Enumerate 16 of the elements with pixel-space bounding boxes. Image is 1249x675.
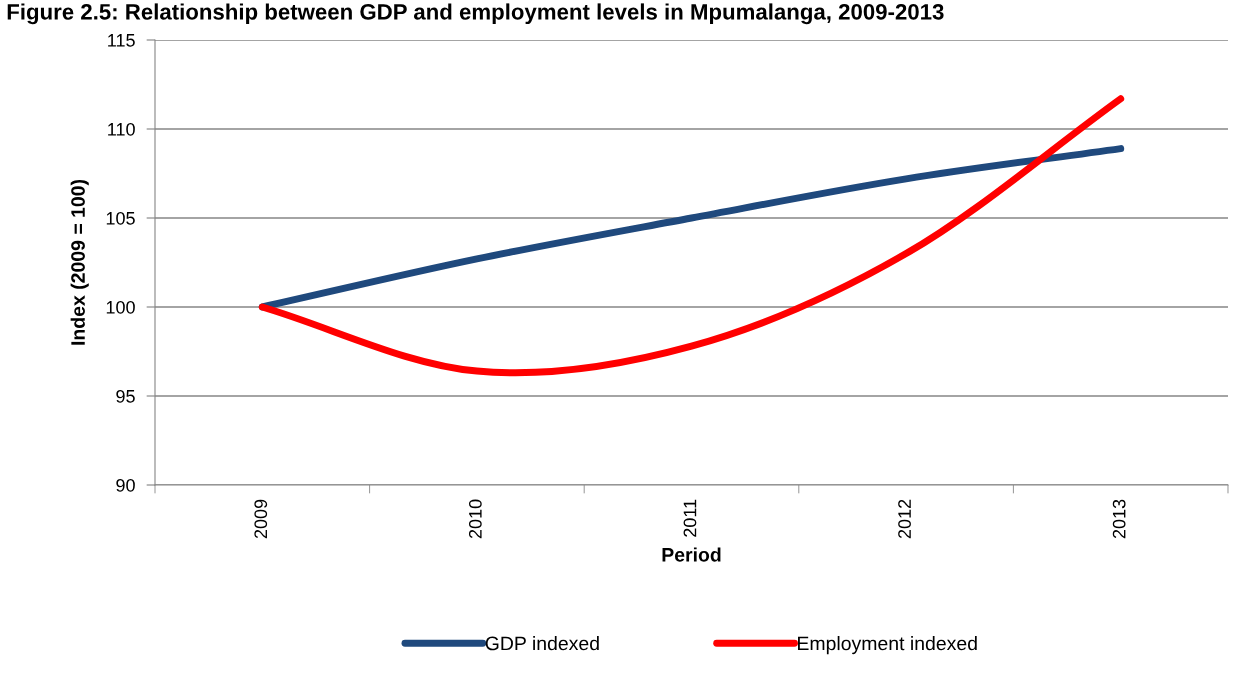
x-tick-label: 2011 (683, 499, 697, 537)
x-tick-label: 2010 (468, 499, 482, 539)
x-tick-label: 2013 (1112, 499, 1126, 539)
x-axis-title: Period (662, 547, 721, 562)
y-tick-label: 90 (116, 478, 135, 492)
legend-label: Employment indexed (798, 636, 977, 655)
x-tick-label: 2012 (898, 499, 911, 539)
y-axis-title: Index (2009 = 100) (70, 179, 89, 345)
y-tick-label: 110 (108, 122, 135, 136)
y-tick-label: 100 (106, 300, 135, 314)
x-tick-label: 2009 (254, 499, 268, 539)
y-tick-label: 95 (116, 389, 135, 403)
y-tick-label: 115 (108, 34, 135, 47)
chart-title: Figure 2.5: Relationship between GDP and employment levels in Mpumalanga, 2009-2013 (7, 3, 944, 25)
y-tick-label: 105 (106, 211, 135, 225)
legend-label: GDP indexed (485, 636, 599, 651)
